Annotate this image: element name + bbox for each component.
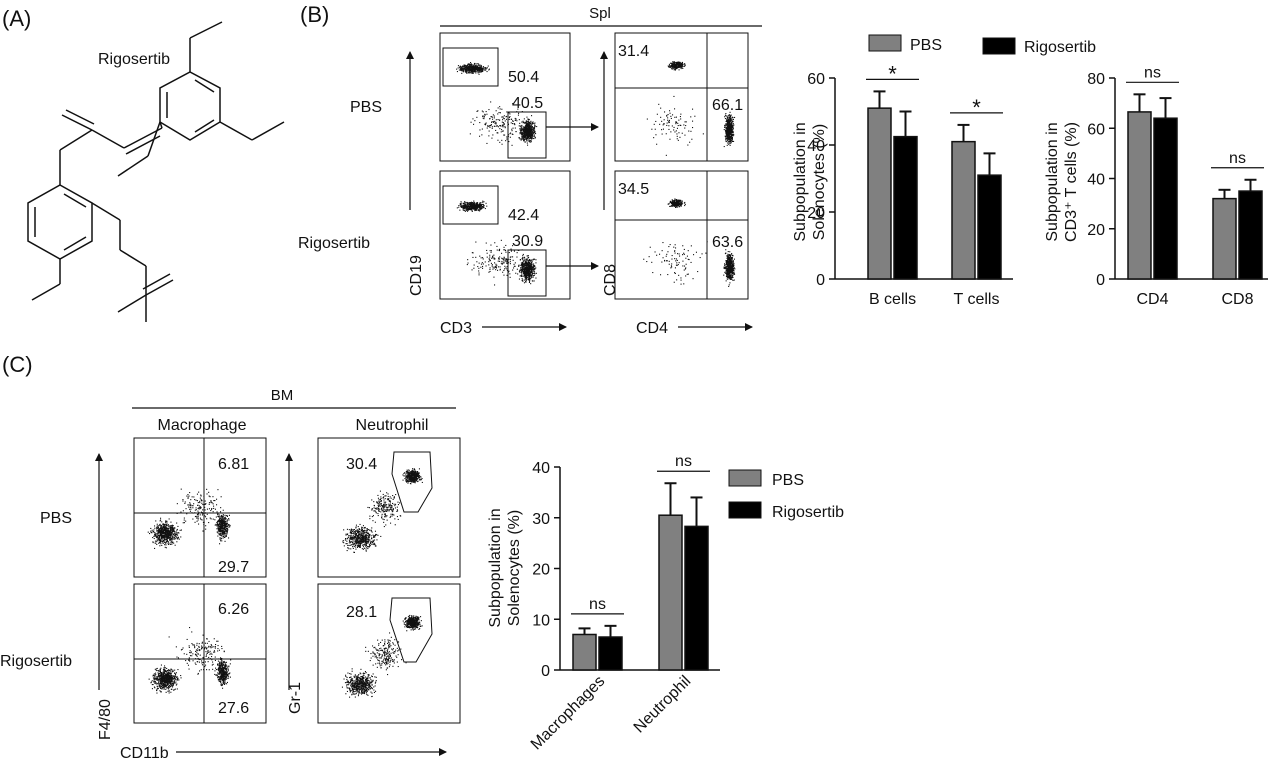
flow-value-pbs-neut: 30.4 <box>346 456 377 473</box>
significance-label: ns <box>589 596 606 613</box>
bar-pbs-cd4 <box>1127 111 1152 280</box>
y-tick-label: 0 <box>1096 272 1105 289</box>
bm-label: BM <box>271 387 294 404</box>
y-tick-label: 40 <box>532 460 550 477</box>
y-axis-label: CD3⁺ T cells (%) <box>1063 122 1080 242</box>
y-axis-label: Subpopulation in <box>1044 122 1061 241</box>
cd3-axis-label: CD3 <box>440 320 472 337</box>
flow-value-rig-cd4: 63.6 <box>712 234 743 251</box>
y-tick-label: 40 <box>807 138 825 155</box>
legend-swatch-pbs-c <box>728 469 762 487</box>
bar-pbs-macrophages <box>572 633 597 671</box>
bar-rigosertib-cd4 <box>1153 117 1178 280</box>
flow-value-pbs-cd3: 40.5 <box>512 95 543 112</box>
flow-plot-frames-b <box>439 32 749 300</box>
y-tick-label: 0 <box>541 663 550 680</box>
col-label-neutrophil: Neutrophil <box>356 417 429 434</box>
bar-chart-2: 0 20 40 60 80 Subpopulation in CD3⁺ T cells (%… <box>1044 64 1268 308</box>
flow-value-pbs-cd4: 66.1 <box>712 97 743 114</box>
y-tick-label: 10 <box>532 612 550 629</box>
significance-label: * <box>888 61 897 86</box>
y-tick-label: 40 <box>1087 172 1105 189</box>
bar-pbs-t-cells <box>951 140 976 280</box>
y-tick-label: 20 <box>1087 222 1105 239</box>
legend-label-rigosertib-c: Rigosertib <box>772 504 844 521</box>
bar-chart-1: 0 20 40 60 Subpopulation in Solenocytes (%) B … <box>792 61 1013 308</box>
col-label-macrophage: Macrophage <box>158 417 247 434</box>
legend-swatch-rigosertib-c <box>728 501 762 519</box>
y-tick-label: 60 <box>807 71 825 88</box>
cd11b-axis-label: CD11b <box>120 745 169 761</box>
rigosertib-structure <box>27 21 285 322</box>
row-label-rigosertib-b: Rigosertib <box>298 235 370 252</box>
bar-pbs-neutrophil <box>658 514 683 671</box>
row-label-rigosertib-c: Rigosertib <box>0 653 72 670</box>
cd4-axis-label: CD4 <box>636 320 668 337</box>
y-tick-label: 20 <box>807 205 825 222</box>
legend-label-rigosertib: Rigosertib <box>1024 39 1096 56</box>
y-tick-label: 60 <box>1087 121 1105 138</box>
significance-label: ns <box>1144 64 1161 81</box>
bar-rigosertib-cd8 <box>1238 190 1263 280</box>
compound-name: Rigosertib <box>98 51 170 68</box>
flow-value-rig-cd8: 34.5 <box>618 181 649 198</box>
flow-value-pbs-mac-upper: 6.81 <box>218 456 249 473</box>
bar-rigosertib-b-cells <box>893 135 918 280</box>
flow-value-pbs-cd19: 50.4 <box>508 69 539 86</box>
flow-value-rig-mac-lower: 27.6 <box>218 700 249 717</box>
y-tick-label: 30 <box>532 511 550 528</box>
category-label: Macrophages <box>528 673 609 754</box>
row-label-pbs-b: PBS <box>350 99 382 116</box>
flow-value-rig-cd3: 30.9 <box>512 233 543 250</box>
flow-value-rig-mac-upper: 6.26 <box>218 601 249 618</box>
flow-value-pbs-mac-lower: 29.7 <box>218 559 249 576</box>
gr1-axis-label: Gr-1 <box>287 682 304 714</box>
y-axis-label: Solenocytes (%) <box>506 510 523 627</box>
y-tick-label: 0 <box>816 272 825 289</box>
legend-swatch-rigosertib <box>982 37 1016 55</box>
row-label-pbs-c: PBS <box>40 510 72 527</box>
bar-rigosertib-neutrophil <box>684 525 709 671</box>
flow-value-rig-neut: 28.1 <box>346 604 377 621</box>
significance-label: ns <box>675 453 692 470</box>
category-label: CD8 <box>1221 291 1253 308</box>
y-axis-label: Subpopulation in <box>792 122 809 241</box>
y-axis-label: Solenocytes (%) <box>811 124 828 241</box>
y-tick-label: 20 <box>532 562 550 579</box>
y-axis-label: Subpopulation in <box>487 508 504 627</box>
panel-b-label: (B) <box>300 2 329 27</box>
flow-dots-c <box>147 468 423 698</box>
cd19-axis-label: CD19 <box>408 255 425 296</box>
panel-c-label: (C) <box>2 352 33 377</box>
bar-rigosertib-macrophages <box>598 636 623 671</box>
legend-b: PBS Rigosertib <box>868 34 1096 56</box>
category-label: T cells <box>954 291 1000 308</box>
bar-pbs-b-cells <box>867 107 892 280</box>
spl-label: Spl <box>589 5 611 22</box>
bar-chart-3: 0 10 20 30 40 Subpopulation in Solenocytes (%)… <box>487 453 720 753</box>
legend-label-pbs-c: PBS <box>772 472 804 489</box>
y-tick-label: 80 <box>1087 71 1105 88</box>
flow-value-pbs-cd8: 31.4 <box>618 43 649 60</box>
category-label: Neutrophil <box>631 673 695 737</box>
significance-label: ns <box>1229 150 1246 167</box>
category-label: CD4 <box>1136 291 1168 308</box>
cd8-axis-label: CD8 <box>602 264 619 296</box>
flow-dots-b <box>456 61 736 287</box>
f480-axis-label: F4/80 <box>97 699 114 740</box>
bar-pbs-cd8 <box>1212 197 1237 280</box>
bar-rigosertib-t-cells <box>977 174 1002 280</box>
flow-value-rig-cd19: 42.4 <box>508 207 539 224</box>
legend-swatch-pbs <box>868 34 902 52</box>
panel-a-label: (A) <box>2 6 31 31</box>
significance-label: * <box>972 95 981 120</box>
category-label: B cells <box>869 291 916 308</box>
legend-c: PBS Rigosertib <box>728 469 844 521</box>
legend-label-pbs: PBS <box>910 37 942 54</box>
